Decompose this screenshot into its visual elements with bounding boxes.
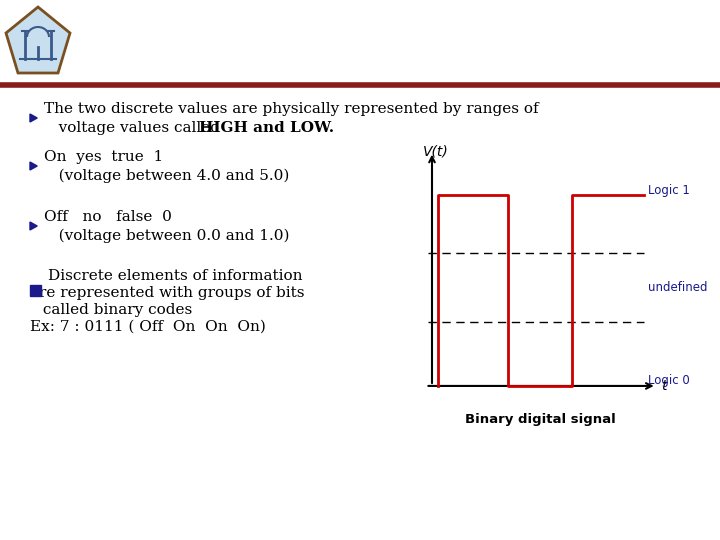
Polygon shape [6,7,70,73]
Text: Ex: 7 : 0111 ( Off  On  On  On): Ex: 7 : 0111 ( Off On On On) [30,320,266,334]
Text: t: t [661,379,667,393]
Text: Off   no   false  0: Off no false 0 [44,210,172,224]
Text: (voltage between 4.0 and 5.0): (voltage between 4.0 and 5.0) [44,168,289,183]
Text: The two discrete values are physically represented by ranges of: The two discrete values are physically r… [44,102,539,116]
Text: Binary digital signal: Binary digital signal [464,413,616,426]
Polygon shape [30,162,37,170]
Text: called binary codes: called binary codes [38,303,192,317]
Text: HIGH and LOW.: HIGH and LOW. [199,121,334,135]
Bar [30,285,41,295]
Text: Logic 0: Logic 0 [648,374,690,387]
Text: undefined: undefined [648,281,708,294]
Text: Discrete elements of information: Discrete elements of information [48,269,302,283]
Text: (voltage between 0.0 and 1.0): (voltage between 0.0 and 1.0) [44,228,289,243]
Text: voltage values called: voltage values called [44,121,225,135]
Text: V(t): V(t) [423,145,449,159]
Text: Logic 1: Logic 1 [648,184,690,197]
Text: On  yes  true  1: On yes true 1 [44,150,163,164]
Polygon shape [30,114,37,122]
Text: are represented with groups of bits: are represented with groups of bits [30,286,305,300]
Polygon shape [30,222,37,230]
